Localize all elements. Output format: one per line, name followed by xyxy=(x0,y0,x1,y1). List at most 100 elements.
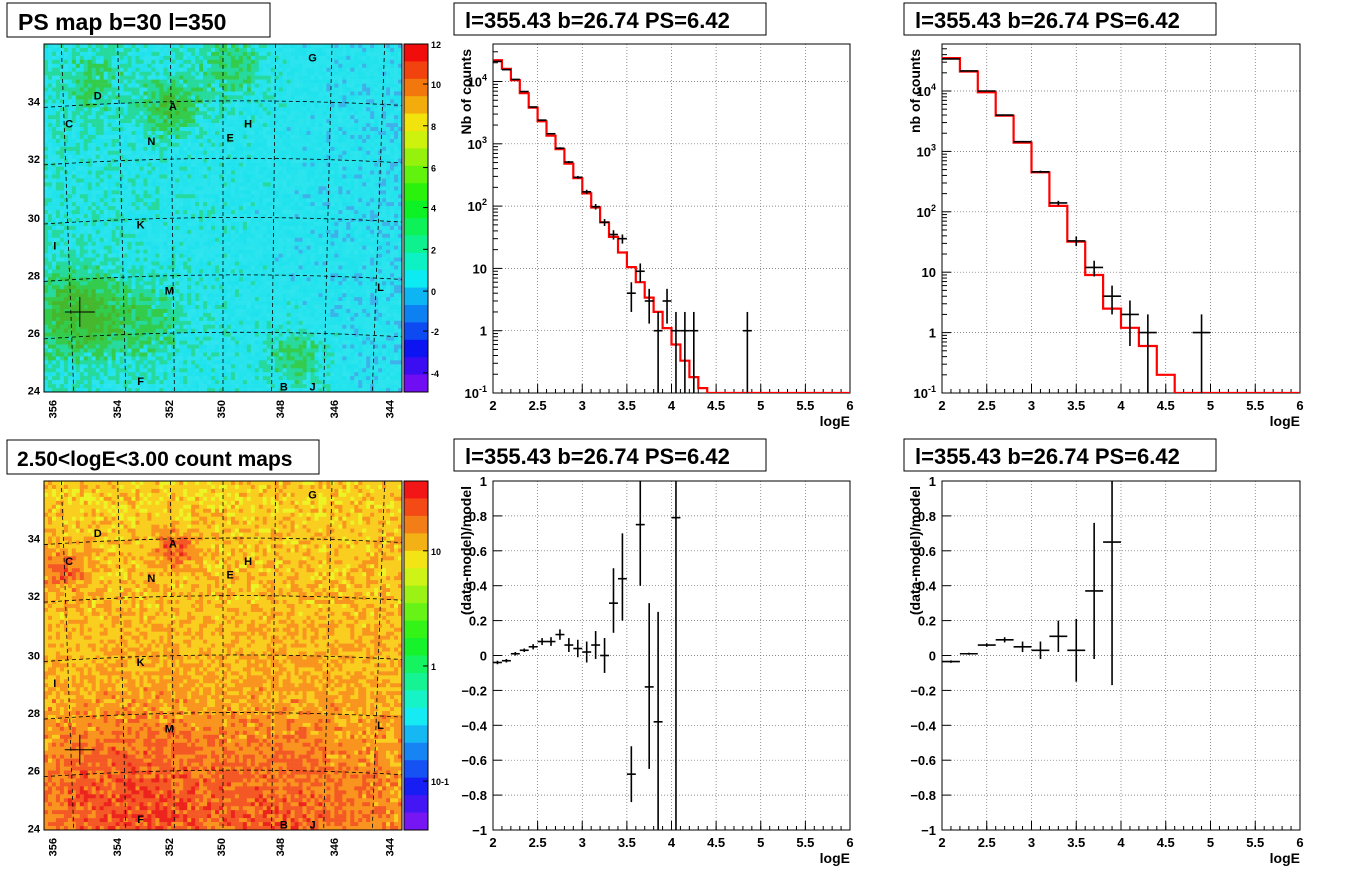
data-point xyxy=(1049,200,1068,206)
map-x-tick: 348 xyxy=(275,838,287,856)
data-point xyxy=(680,311,690,393)
data-point xyxy=(537,119,547,121)
y-tick-label: 102 xyxy=(917,203,936,220)
data-point xyxy=(501,68,511,71)
y-tick-label: −0.6 xyxy=(461,753,487,768)
source-label: G xyxy=(308,52,317,64)
y-tick-label: 0 xyxy=(929,649,936,664)
data-point xyxy=(1067,618,1086,682)
spectrum-panel-1: l=355.43 b=26.74 PS=6.42 2 2.5 3 3.5 4 4.5 5 5.… xyxy=(453,2,854,429)
map-x-tick: 344 xyxy=(384,837,396,856)
data-point xyxy=(959,652,978,655)
x-tick-label: 3.5 xyxy=(618,398,636,413)
x-tick-label: 4 xyxy=(1117,835,1125,850)
map-y-tick: 28 xyxy=(28,708,40,720)
data-point xyxy=(528,644,538,650)
x-tick-label: 2.5 xyxy=(978,398,996,413)
source-label: I xyxy=(53,678,56,690)
map-y-tick: 34 xyxy=(28,534,41,546)
source-label: A xyxy=(169,538,177,550)
x-tick-label: 4.5 xyxy=(1157,398,1175,413)
data-point xyxy=(617,533,627,621)
data-point xyxy=(635,263,645,283)
x-tick-label: 5.5 xyxy=(1246,398,1264,413)
ps-map-title: PS map b=30 l=350 xyxy=(18,9,226,35)
data-series xyxy=(942,58,1211,393)
x-tick-label: 2.5 xyxy=(529,835,547,850)
y-tick-label: 1 xyxy=(480,474,487,489)
y-tick-label: −0.4 xyxy=(461,718,487,733)
data-point xyxy=(995,637,1014,643)
data-point xyxy=(1192,314,1211,393)
data-point xyxy=(573,175,583,179)
y-tick-label: 0.6 xyxy=(918,544,936,559)
data-point xyxy=(1121,300,1139,346)
source-label: D xyxy=(94,91,102,103)
x-tick-label: 5 xyxy=(757,835,764,850)
data-point xyxy=(493,60,502,63)
data-point xyxy=(653,611,663,830)
colorbar-tick: 10 xyxy=(431,80,441,90)
colorbar-tick: 4 xyxy=(431,204,436,214)
data-point xyxy=(528,106,538,108)
spectrum-panel-2: l=355.43 b=26.74 PS=6.42 2 2.5 3 3.5 4 4.5 5 5.… xyxy=(903,2,1304,429)
x-tick-label: 3 xyxy=(579,835,586,850)
map-y-tick: 28 xyxy=(28,270,40,282)
x-axis-label: logE xyxy=(1270,413,1300,429)
map-pixels xyxy=(44,44,403,393)
source-label: J xyxy=(309,381,315,393)
x-tick-label: 5.5 xyxy=(1246,835,1264,850)
y-tick-label: −1 xyxy=(921,823,936,838)
data-point xyxy=(609,568,618,633)
x-tick-label: 5 xyxy=(1207,398,1214,413)
source-label: M xyxy=(165,286,174,298)
data-point xyxy=(501,658,511,663)
map-x-tick: 346 xyxy=(329,400,341,418)
latitude-line xyxy=(43,157,403,166)
latitude-line xyxy=(43,537,403,545)
map-y-tick: 24 xyxy=(28,385,41,397)
y-tick-label: 104 xyxy=(468,73,487,90)
data-point xyxy=(582,189,592,194)
data-point xyxy=(689,311,699,393)
map-x-tick: 354 xyxy=(112,399,124,418)
x-axis-label: logE xyxy=(820,413,850,429)
data-point xyxy=(546,132,556,135)
data-point xyxy=(671,481,681,830)
latitude-line xyxy=(43,769,403,778)
data-series xyxy=(493,481,681,830)
data-point xyxy=(942,660,960,663)
data-point xyxy=(573,639,583,658)
source-label: F xyxy=(137,814,144,826)
data-point xyxy=(995,114,1014,116)
data-point xyxy=(662,288,672,324)
data-point xyxy=(537,638,547,646)
y-axis: −1 −0.8 −0.6 −0.4 −0.2 0 0.2 0.4 0.6 0.8 1 (data-mo… xyxy=(458,474,502,838)
x-tick-label: 4 xyxy=(668,398,676,413)
x-tick-label: 3.5 xyxy=(1067,398,1085,413)
y-tick-label: 0.8 xyxy=(469,509,487,524)
y-tick-label: −0.2 xyxy=(461,683,487,698)
x-tick-label: 6 xyxy=(846,835,853,850)
data-point xyxy=(1031,641,1050,659)
x-tick-label: 5 xyxy=(1207,835,1214,850)
x-tick-label: 3 xyxy=(579,398,586,413)
source-label: B xyxy=(280,819,288,831)
x-tick-label: 3.5 xyxy=(1067,835,1085,850)
map-y-tick: 32 xyxy=(28,154,40,166)
x-tick-label: 3.5 xyxy=(618,835,636,850)
x-tick-label: 2 xyxy=(938,835,945,850)
x-tick-label: 4.5 xyxy=(707,398,725,413)
y-tick-label: −0.4 xyxy=(910,718,936,733)
longitude-line xyxy=(323,43,333,393)
map-x-tick: 352 xyxy=(164,838,176,856)
data-point xyxy=(600,638,610,673)
longitude-line xyxy=(117,43,127,393)
colorbar-tick: 6 xyxy=(431,164,436,174)
